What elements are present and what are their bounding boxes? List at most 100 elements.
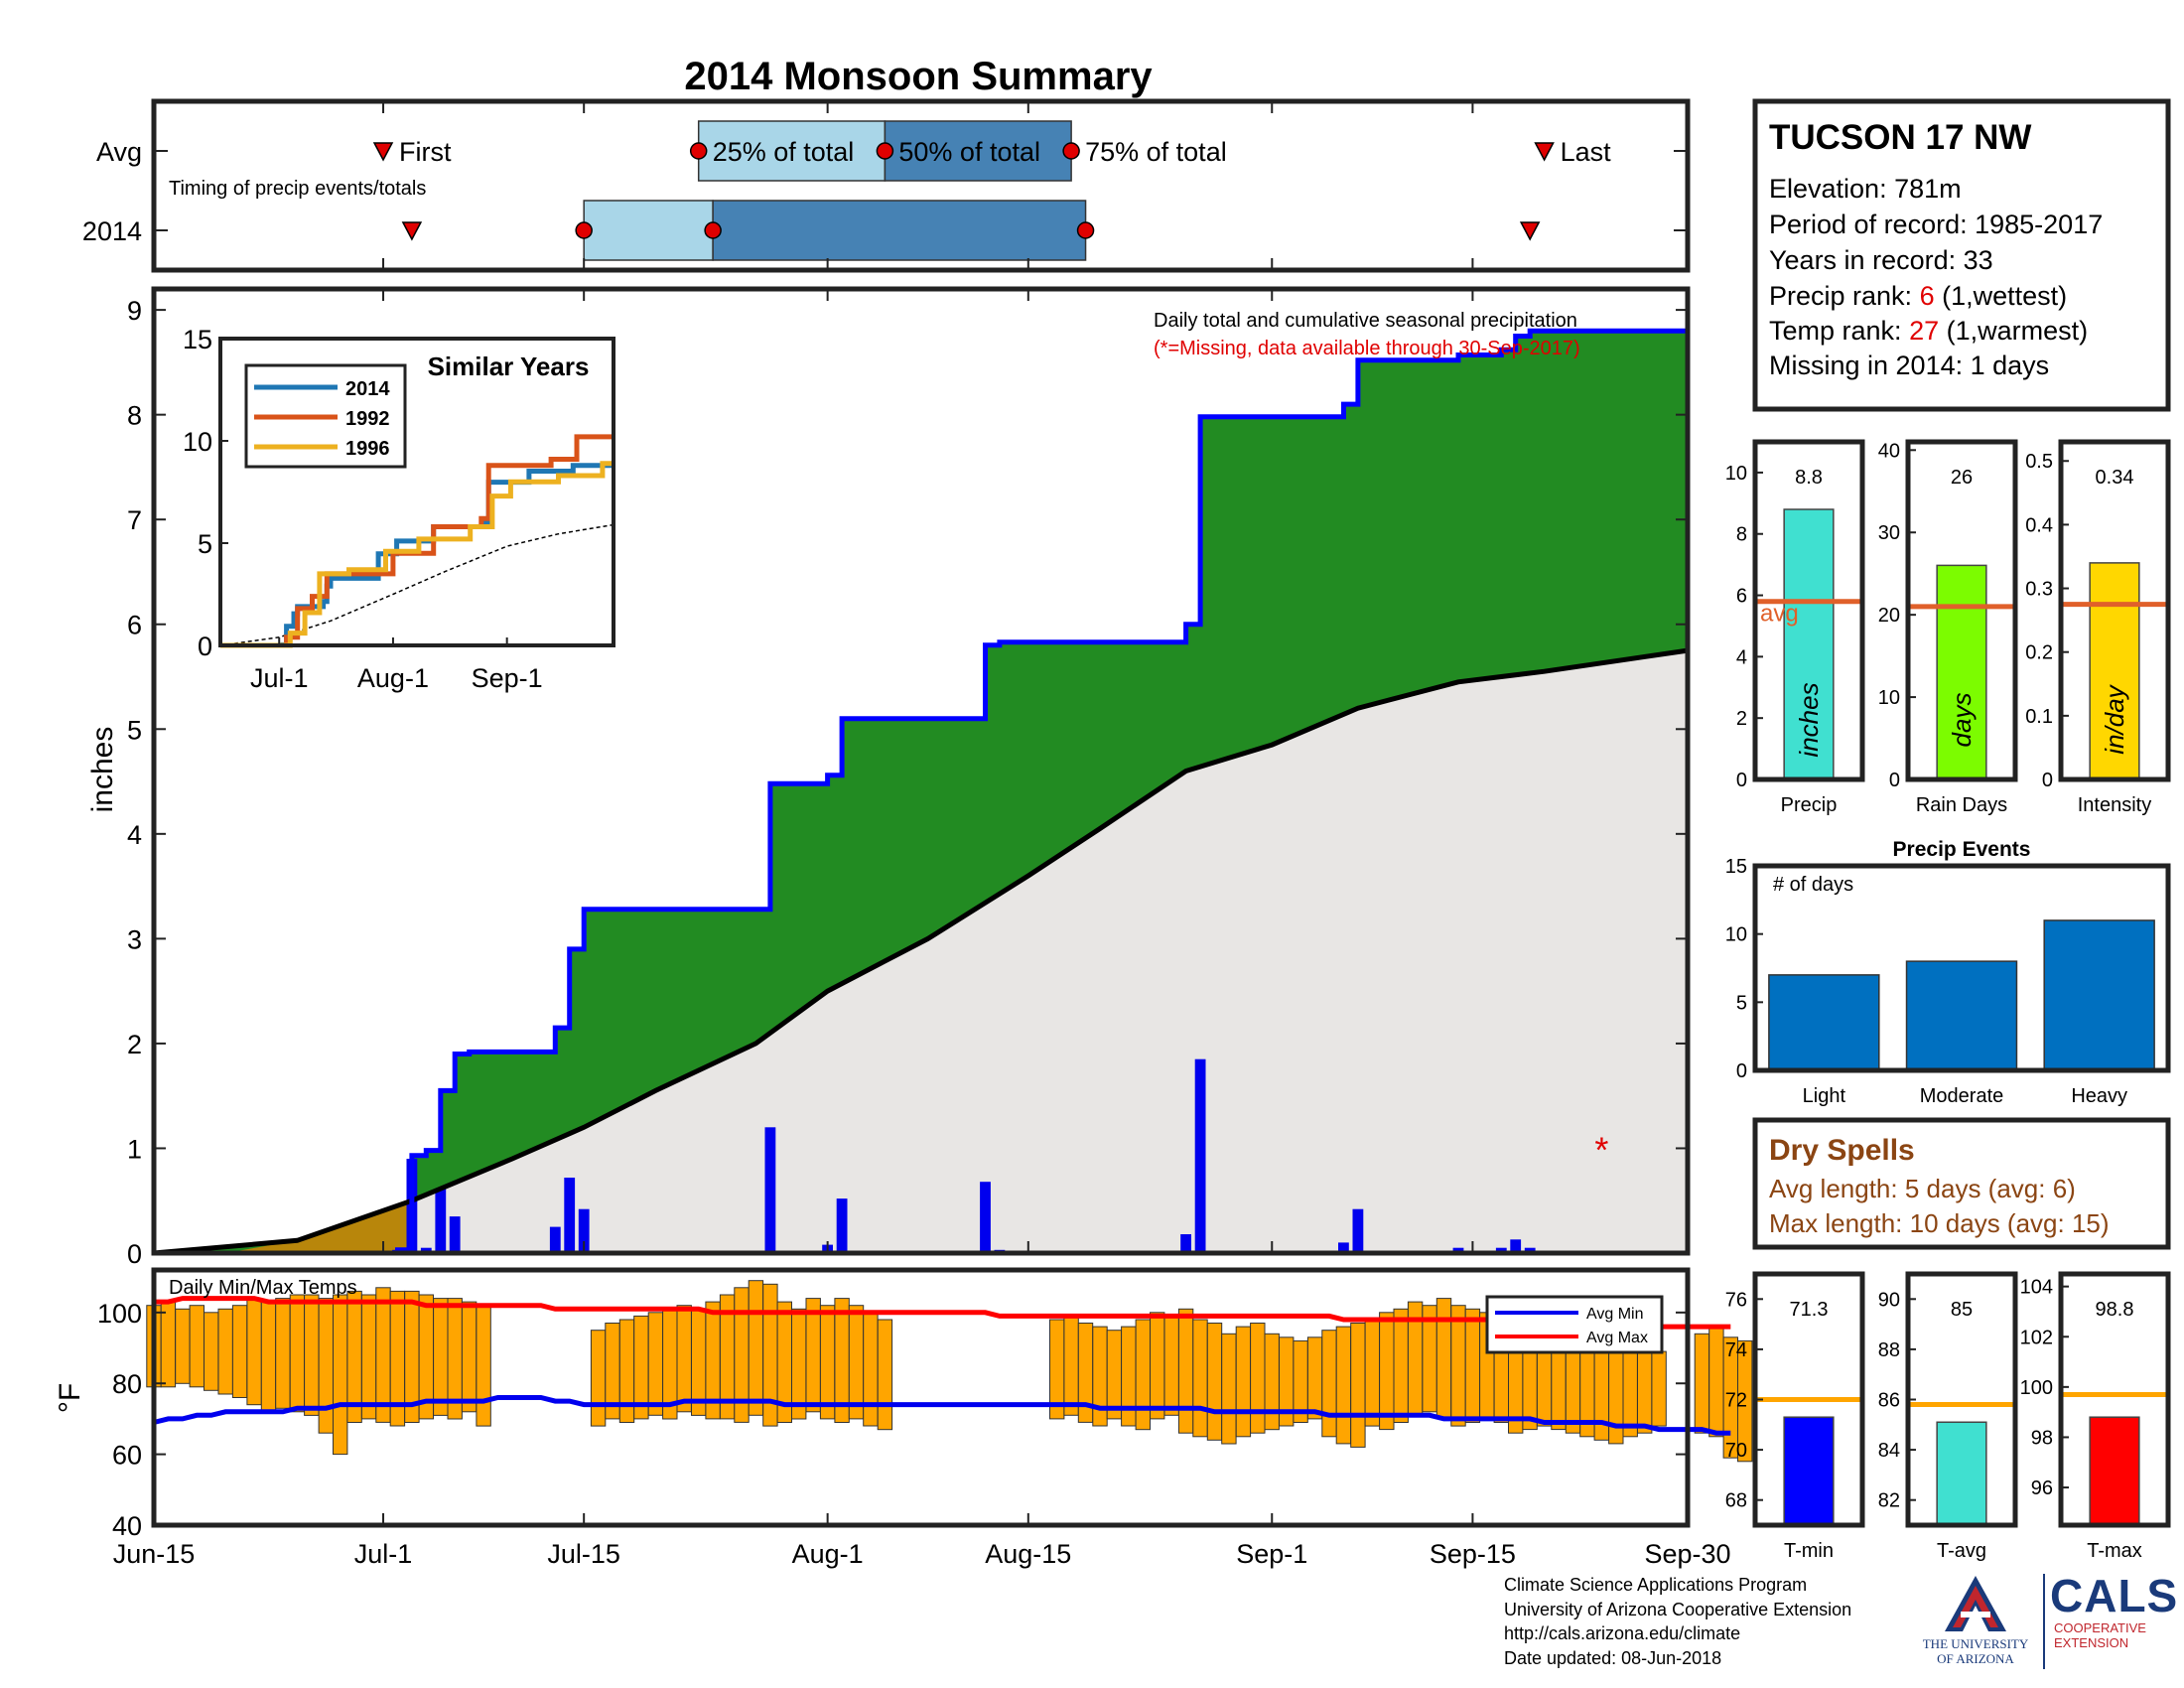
temp-range-bar	[848, 1305, 865, 1420]
credit-line: University of Arizona Cooperative Extens…	[1504, 1599, 1852, 1619]
temp-range-bar	[1135, 1319, 1151, 1431]
temp-range-bar	[877, 1319, 893, 1431]
daily-precip-bar	[980, 1182, 991, 1253]
mini-y-tick-label: 82	[1878, 1490, 1900, 1512]
mini-y-tick-label: 0.5	[2025, 451, 2053, 473]
temp-rank-value: 27	[1909, 316, 1939, 346]
mini-y-tick-label: 4	[1736, 646, 1747, 668]
events-y-tick-label: 5	[1736, 992, 1747, 1014]
temp-y-tick-label: 60	[112, 1441, 142, 1471]
mini-y-tick-label: 100	[2020, 1377, 2053, 1399]
event-bar-heavy	[2043, 919, 2155, 1071]
timing-box-50-75	[884, 120, 1072, 182]
timing-label-first: First	[399, 137, 452, 167]
events-frame	[1752, 863, 2171, 1073]
temp-range-bar	[160, 1301, 177, 1388]
y-tick-label: 9	[127, 296, 142, 326]
similar-years-inset: 0 5 10 15 Jul-1 Aug-1 Sep-1 Similar Years 2014 19…	[183, 325, 615, 693]
temp-range-bar	[1393, 1308, 1409, 1424]
mini-bar-t-avg	[1936, 1421, 1987, 1526]
temp-panel-title: Daily Min/Max Temps	[169, 1277, 357, 1299]
mini-y-tick-label: 0.2	[2025, 642, 2053, 664]
mini-y-tick-label: 10	[1725, 463, 1747, 485]
cumulative-2014-line	[154, 328, 1688, 1256]
inset-frame	[218, 337, 615, 647]
mini-inside-label: inches	[1794, 682, 1824, 757]
events-ylabel: # of days	[1773, 874, 1853, 896]
precip-summary-bars: 0 2 4 6 8 10 8.8 inches Precip avg 0 10 20 30 40 26 days…	[1725, 439, 2171, 816]
avg-max-line	[154, 1296, 1731, 1330]
daily-precip-bar	[1194, 1058, 1206, 1253]
temp-summary-bars: 68 70 72 74 76 71.3 T-min 82 84 86 88 90 85 T-avg 96 98…	[1725, 1271, 2171, 1562]
temp-range-bar	[1235, 1326, 1252, 1438]
logo-divider	[2043, 1574, 2045, 1669]
temp-range-bar	[1350, 1323, 1366, 1448]
temp-range-bar	[1321, 1330, 1337, 1438]
temp-range-bar	[304, 1294, 320, 1416]
mini-value-label: 8.8	[1795, 467, 1823, 489]
temp-range-bar	[476, 1305, 491, 1427]
timing-marker-p50	[704, 221, 722, 239]
cals-logo: CALS COOPERATIVE EXTENSION	[2050, 1570, 2179, 1650]
events-title: Precip Events	[1893, 838, 2031, 861]
mini-value-label: 71.3	[1790, 1299, 1829, 1321]
temp-range-bar	[231, 1305, 248, 1398]
inset-title: Similar Years	[428, 352, 590, 381]
daily-precip-bar	[1495, 1247, 1507, 1253]
temp-range-bar	[1121, 1326, 1137, 1427]
temp-range-bar	[748, 1280, 764, 1416]
temp-range-bar	[1737, 1339, 1753, 1463]
timing-marker-p25	[689, 142, 708, 160]
mini-category-label: Precip	[1781, 794, 1838, 816]
university-of-arizona-logo: THE UNIVERSITY OF ARIZONA	[1916, 1574, 2035, 1666]
mini-category-label: T-avg	[1937, 1540, 1986, 1562]
x-tick-label: Jul-15	[547, 1539, 620, 1569]
temp-range-bar	[1063, 1315, 1079, 1416]
mini-y-tick-label: 104	[2020, 1277, 2053, 1299]
event-bar-moderate	[1905, 960, 2018, 1071]
temp-range-bar	[189, 1305, 205, 1388]
dry-spells-box: Dry Spells Avg length: 5 days (avg: 6) M…	[1752, 1117, 2171, 1250]
mini-y-tick-label: 88	[1878, 1339, 1900, 1361]
temp-range-bar	[246, 1298, 262, 1406]
temp-y-tick-label: 40	[112, 1511, 142, 1541]
station-years: Years in record: 33	[1769, 245, 1993, 275]
daily-precip-bar	[1180, 1234, 1191, 1253]
temp-y-axis-label: °F	[54, 1383, 86, 1413]
temp-range-bar	[1250, 1323, 1266, 1434]
mini-y-tick-label: 102	[2020, 1327, 2053, 1348]
mini-y-tick-label: 0	[2042, 770, 2053, 791]
mini-y-tick-label: 0	[1889, 770, 1900, 791]
timing-row-label: 2014	[82, 216, 142, 246]
mini-category-label: T-max	[2087, 1540, 2142, 1562]
station-info-box: TUCSON 17 NW Elevation: 781m Period of r…	[1752, 98, 2171, 412]
mini-bar-precip	[1783, 508, 1835, 780]
temp-range-bar	[1177, 1308, 1194, 1434]
mini-panel-frame	[2058, 1271, 2171, 1528]
x-tick-label: Sep-30	[1644, 1539, 1730, 1569]
temp-range-bar	[819, 1305, 836, 1420]
temp-range-bar	[1306, 1336, 1323, 1420]
missing-marker: *	[1594, 1129, 1608, 1170]
avg-min-line	[153, 1395, 1731, 1436]
mini-y-tick-label: 40	[1878, 440, 1900, 462]
temp-range-bar	[1206, 1323, 1223, 1441]
mini-y-tick-label: 0	[1736, 770, 1747, 791]
credit-line: Climate Science Applications Program	[1504, 1575, 1808, 1595]
temp-range-bar	[863, 1312, 879, 1427]
events-y-tick-label: 0	[1736, 1060, 1747, 1082]
credits-block: Climate Science Applications Program Uni…	[1504, 1573, 1851, 1670]
temp-range-bar	[1106, 1330, 1123, 1420]
temp-range-bar	[1551, 1339, 1567, 1431]
timing-label-25: 25% of total	[713, 137, 855, 167]
inset-y-tick-label: 5	[198, 529, 212, 559]
inset-legend-label: 2014	[345, 378, 390, 400]
y-tick-label: 3	[127, 924, 142, 954]
mini-bar-t-min	[1783, 1416, 1835, 1526]
temp-range-bar	[318, 1298, 335, 1434]
timing-triangle-last	[1519, 221, 1541, 241]
mini-y-tick-label: 20	[1878, 605, 1900, 627]
event-category-label: Heavy	[2071, 1085, 2127, 1107]
temp-range-bar	[1379, 1312, 1395, 1431]
temp-range-bar	[204, 1312, 219, 1391]
